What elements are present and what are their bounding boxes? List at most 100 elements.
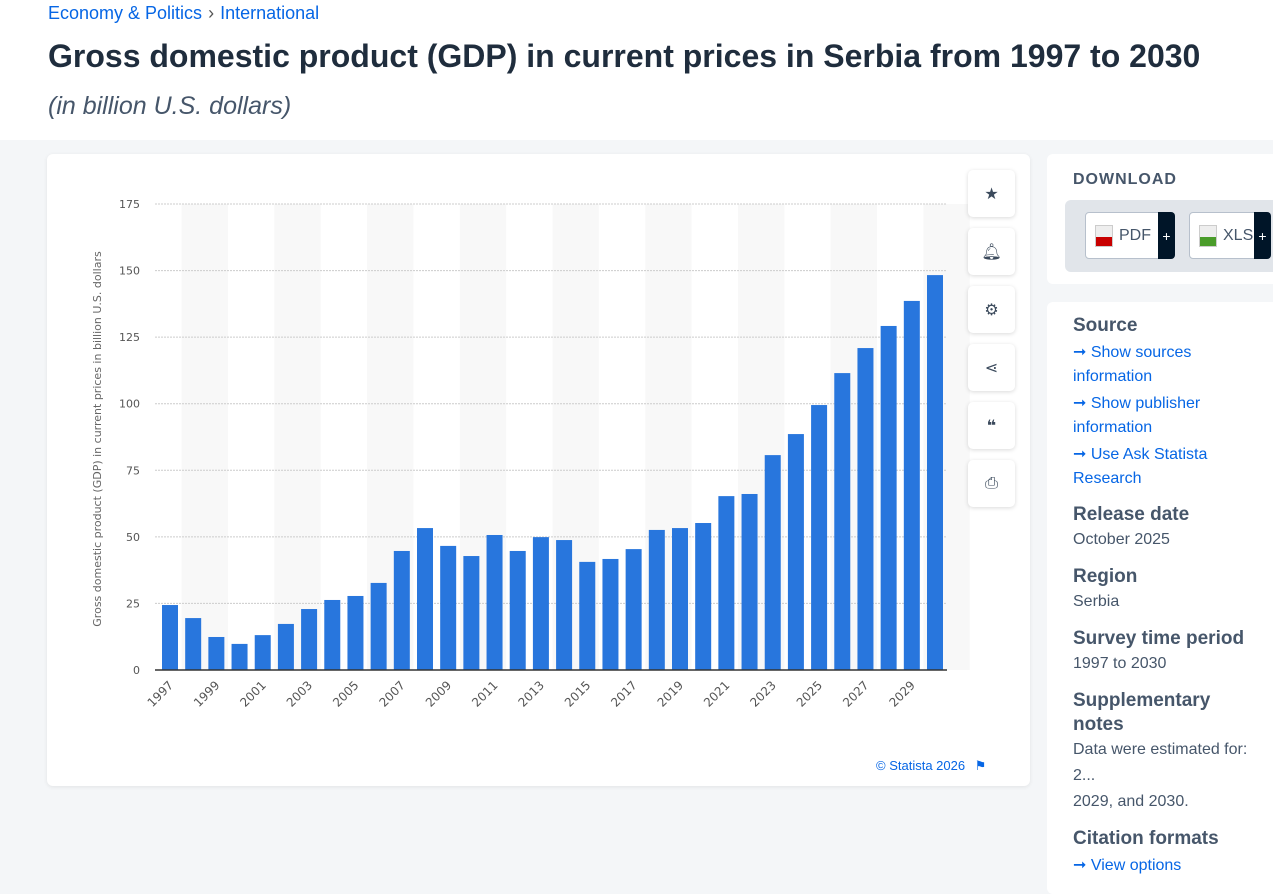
star-icon: ★ xyxy=(984,185,999,203)
y-tick-label: 125 xyxy=(119,331,140,344)
bar-1998 xyxy=(185,618,202,670)
x-tick-label: 2003 xyxy=(284,678,315,709)
bar-2002 xyxy=(277,623,294,670)
bar-2019 xyxy=(672,528,688,670)
bar-2024 xyxy=(787,434,804,670)
notes-line2: 2029, and 2030. xyxy=(1073,793,1189,810)
bar-2008 xyxy=(417,528,433,670)
bar-2022 xyxy=(741,493,758,670)
y-tick-label: 0 xyxy=(133,664,140,677)
breadcrumb-economy[interactable]: Economy & Politics xyxy=(48,3,203,23)
region-value: Serbia xyxy=(1073,593,1120,610)
notify-button[interactable]: 🔔︎ xyxy=(968,228,1015,275)
download-xls-button[interactable]: XLS + xyxy=(1189,212,1271,259)
bar-2000 xyxy=(231,643,248,670)
breadcrumb-separator: › xyxy=(208,3,215,23)
bar-chart: 0 25 50 75 100 125 150 175 1997 1999 2001 2003 2005 2… xyxy=(91,198,947,710)
bar-2014 xyxy=(556,540,573,670)
chart-toolbar: ★ 🔔︎ ⚙ ⋖ ❝ ⎙ xyxy=(968,170,1015,518)
bar-2030 xyxy=(927,275,943,670)
bar-1999 xyxy=(208,636,225,670)
bar-2006 xyxy=(370,582,387,670)
x-tick-label: 2025 xyxy=(794,678,825,709)
source-heading: Source xyxy=(1073,315,1138,336)
credit-text[interactable]: © Statista 2026 xyxy=(876,758,966,773)
bar-2027 xyxy=(857,348,874,670)
xls-plus-button[interactable]: + xyxy=(1254,212,1271,259)
period-heading: Survey time period xyxy=(1073,628,1245,649)
bar-2021 xyxy=(718,496,735,670)
bar-2017 xyxy=(625,549,642,670)
y-tick-label: 150 xyxy=(119,265,140,278)
pdf-label: PDF xyxy=(1119,226,1151,244)
ask-statista-link[interactable]: ➞ Use Ask Statista Research xyxy=(1073,446,1208,487)
bar-2025 xyxy=(811,405,828,670)
x-tick-label: 2029 xyxy=(886,678,917,709)
bar-2018 xyxy=(648,529,665,670)
pdf-plus-button[interactable]: + xyxy=(1158,212,1175,259)
notes-heading: Supplementary notes xyxy=(1073,690,1211,735)
x-tick-label: 2009 xyxy=(423,678,454,709)
x-tick-label: 1999 xyxy=(191,678,222,709)
x-tick-label: 2019 xyxy=(655,678,686,709)
bar-2012 xyxy=(509,550,526,670)
y-tick-label: 50 xyxy=(126,531,140,544)
print-button[interactable]: ⎙ xyxy=(968,460,1015,507)
bar-2001 xyxy=(254,635,271,670)
show-publisher-link[interactable]: ➞ Show publisher information xyxy=(1073,395,1201,436)
x-tick-label: 1997 xyxy=(145,678,176,709)
download-heading: DOWNLOAD xyxy=(1073,171,1177,188)
release-heading: Release date xyxy=(1073,504,1190,525)
share-icon: ⋖ xyxy=(984,359,999,377)
share-button[interactable]: ⋖ xyxy=(968,344,1015,391)
bar-2015 xyxy=(579,561,596,670)
bar-2003 xyxy=(301,609,318,670)
period-value: 1997 to 2030 xyxy=(1073,655,1167,672)
download-pdf-button[interactable]: PDF + xyxy=(1085,212,1175,259)
xls-label: XLS xyxy=(1223,226,1254,244)
x-tick-label: 2015 xyxy=(562,678,593,709)
bar-2010 xyxy=(463,556,480,670)
y-tick-label: 100 xyxy=(119,398,140,411)
region-heading: Region xyxy=(1073,566,1138,587)
bar-2026 xyxy=(834,373,851,670)
page-subtitle: (in billion U.S. dollars) xyxy=(48,92,292,120)
release-value: October 2025 xyxy=(1073,531,1170,548)
x-tick-label: 2021 xyxy=(701,678,732,709)
citation-heading: Citation formats xyxy=(1073,828,1219,849)
y-tick-label: 75 xyxy=(126,464,140,477)
gear-icon: ⚙ xyxy=(984,301,999,319)
bar-2004 xyxy=(324,599,341,670)
cite-button[interactable]: ❝ xyxy=(968,402,1015,449)
x-tick-label: 2023 xyxy=(747,678,778,709)
background-band xyxy=(274,204,321,670)
settings-button[interactable]: ⚙ xyxy=(968,286,1015,333)
page-title: Gross domestic product (GDP) in current … xyxy=(48,38,1201,74)
y-tick-label: 25 xyxy=(126,597,140,610)
print-icon: ⎙ xyxy=(985,474,998,492)
bell-icon: 🔔︎ xyxy=(981,243,1002,261)
bar-1997 xyxy=(162,605,178,670)
y-tick-label: 175 xyxy=(119,198,140,211)
header: Economy & Politics › International Gross d… xyxy=(0,0,1273,140)
bar-2029 xyxy=(903,300,920,670)
notes-line1: Data were estimated for: 2... xyxy=(1073,741,1248,784)
show-sources-link[interactable]: ➞ Show sources information xyxy=(1073,344,1192,385)
x-tick-label: 2007 xyxy=(376,678,407,709)
xls-file-icon xyxy=(1199,224,1217,247)
bar-2023 xyxy=(764,455,781,670)
statista-credit[interactable]: © Statista 2026 ⚑ xyxy=(876,758,986,774)
x-tick-label: 2005 xyxy=(330,678,361,709)
x-tick-label: 2013 xyxy=(516,678,547,709)
bar-2013 xyxy=(532,537,549,670)
breadcrumb-international[interactable]: International xyxy=(220,3,320,23)
x-tick-label: 2001 xyxy=(237,678,268,709)
x-tick-label: 2011 xyxy=(469,678,500,709)
favorite-button[interactable]: ★ xyxy=(968,170,1015,217)
bar-2020 xyxy=(695,523,712,670)
bar-2028 xyxy=(880,325,897,670)
bar-2016 xyxy=(602,558,619,670)
bar-2009 xyxy=(440,545,457,670)
x-tick-label: 2027 xyxy=(840,678,871,709)
citation-link[interactable]: ➞ View options xyxy=(1073,857,1182,874)
